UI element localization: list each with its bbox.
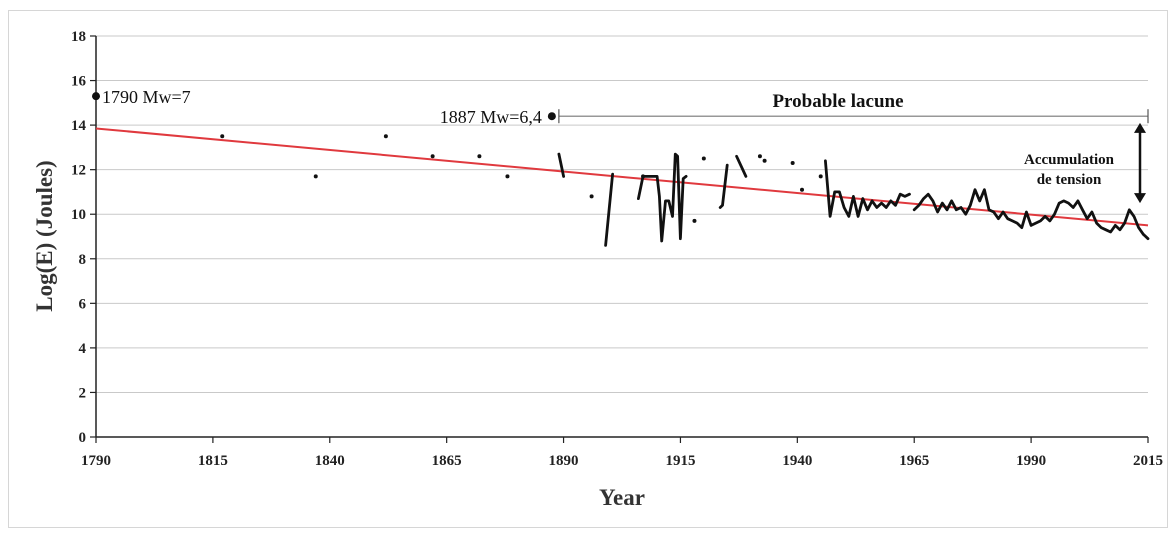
- y-tick-label: 14: [71, 118, 87, 134]
- event-label: 1887 Mw=6,4: [440, 107, 542, 127]
- series-segment: [912, 188, 1150, 241]
- trend-line: [95, 127, 1149, 227]
- accumulation-arrow-head-down: [1134, 193, 1146, 204]
- data-point: [692, 218, 697, 223]
- x-tick-label: 1940: [782, 453, 812, 469]
- y-tick-label: 0: [79, 430, 87, 446]
- event-point: [547, 112, 556, 121]
- data-point: [383, 134, 388, 139]
- axes: [90, 35, 1149, 443]
- data-point: [790, 160, 795, 165]
- data-point: [313, 174, 318, 179]
- y-tick-label: 16: [71, 74, 87, 90]
- lacune-annotation: Probable lacune: [558, 91, 1149, 124]
- x-tick-label: 1815: [198, 453, 228, 469]
- data-point: [220, 134, 225, 139]
- y-tick-labels: 0 2 4 6 8 10 12 14 16 18: [71, 29, 87, 446]
- y-tick-label: 10: [71, 207, 86, 223]
- series-segment: [824, 159, 911, 218]
- x-tick-label: 2015: [1133, 453, 1163, 469]
- x-tick-label: 1865: [432, 453, 462, 469]
- lacune-label: Probable lacune: [772, 91, 903, 112]
- x-tick-label: 1790: [81, 453, 111, 469]
- sparse-points: [220, 134, 823, 223]
- y-tick-label: 8: [79, 252, 87, 268]
- y-tick-label: 6: [79, 296, 87, 312]
- accumulation-label-line2: de tension: [1037, 172, 1102, 188]
- energy-series: [557, 152, 1150, 247]
- data-point: [505, 174, 510, 179]
- y-axis-title: Log(E) (Joules): [32, 160, 57, 311]
- x-tick-label: 1915: [665, 453, 695, 469]
- y-tick-label: 12: [71, 163, 86, 179]
- data-point: [430, 154, 435, 159]
- event-point: [92, 92, 100, 101]
- data-point: [818, 174, 823, 179]
- trend-line-path: [95, 127, 1149, 227]
- gridlines: [96, 35, 1148, 393]
- chart-frame: [8, 10, 1168, 528]
- big-events: 1790 Mw=7 1887 Mw=6,4: [92, 87, 556, 127]
- x-tick-labels: 1790 1815 1840 1865 1890 1915 1940 1965 1990 2015: [81, 453, 1163, 469]
- series-segment: [637, 152, 688, 243]
- x-tick-label: 1840: [315, 453, 345, 469]
- x-axis-title: Year: [599, 485, 645, 510]
- data-point: [477, 154, 482, 159]
- accumulation-arrow-head-up: [1134, 122, 1146, 133]
- data-point: [701, 156, 706, 161]
- data-point: [757, 154, 762, 159]
- series-segment: [604, 172, 614, 247]
- event-label: 1790 Mw=7: [102, 87, 191, 107]
- y-tick-label: 2: [79, 385, 87, 401]
- data-point: [762, 158, 767, 163]
- series-segment: [718, 163, 729, 209]
- data-point: [589, 194, 594, 199]
- accumulation-annotation: Accumulation de tension: [1024, 122, 1146, 204]
- x-tick-label: 1965: [899, 453, 929, 469]
- series-segment: [735, 154, 748, 178]
- series-segment: [557, 152, 565, 178]
- y-tick-label: 4: [79, 341, 87, 357]
- x-tick-label: 1990: [1016, 453, 1046, 469]
- x-tick-label: 1890: [549, 453, 579, 469]
- y-tick-label: 18: [71, 29, 86, 45]
- data-point: [800, 187, 805, 192]
- accumulation-label-line1: Accumulation: [1024, 152, 1115, 168]
